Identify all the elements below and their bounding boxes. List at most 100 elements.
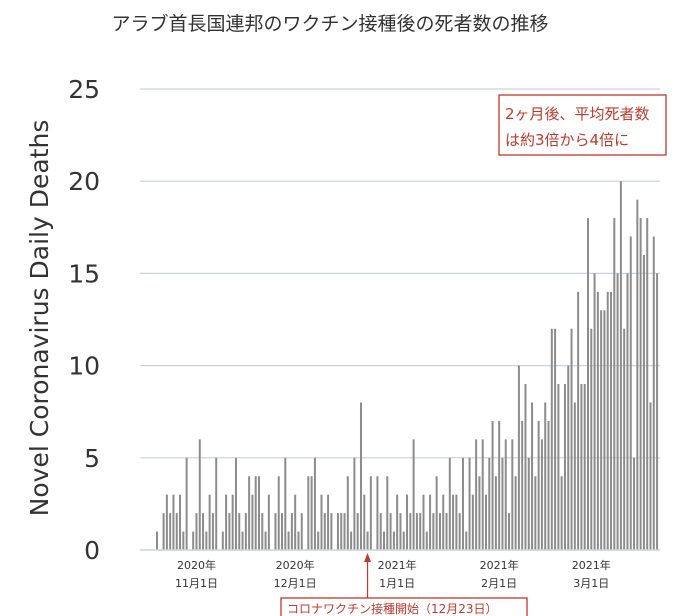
bar bbox=[202, 513, 205, 550]
bar bbox=[350, 531, 353, 550]
bar bbox=[185, 457, 188, 550]
bar bbox=[560, 476, 563, 550]
bar bbox=[215, 457, 218, 550]
gridlines bbox=[140, 88, 660, 459]
bar bbox=[399, 513, 402, 550]
bar bbox=[169, 513, 172, 550]
bar bbox=[409, 513, 412, 550]
x-tick-labels: 2020年11月1日2020年12月1日2021年1月1日2021年2月1日20… bbox=[175, 558, 611, 590]
bar bbox=[544, 402, 547, 550]
bar bbox=[172, 494, 175, 550]
bar bbox=[300, 513, 303, 550]
bar bbox=[531, 402, 534, 550]
bar bbox=[281, 513, 284, 550]
bar bbox=[330, 513, 333, 550]
bar bbox=[317, 531, 320, 550]
bar bbox=[406, 494, 409, 550]
bar bbox=[590, 328, 593, 550]
bar bbox=[606, 291, 609, 550]
bar bbox=[376, 476, 379, 550]
bar bbox=[461, 457, 464, 550]
bar bbox=[336, 513, 339, 550]
y-tick-label: 0 bbox=[84, 536, 100, 565]
x-tick-label: 2020年 11月1日 bbox=[175, 558, 218, 590]
bar bbox=[458, 513, 461, 550]
bar bbox=[613, 218, 616, 550]
bar bbox=[491, 420, 494, 550]
svg-text:2021年: 2021年 bbox=[378, 558, 417, 572]
bar bbox=[307, 476, 310, 550]
bar bbox=[501, 457, 504, 550]
svg-text:2020年: 2020年 bbox=[276, 558, 315, 572]
bar bbox=[652, 236, 655, 550]
bar bbox=[257, 476, 260, 550]
bar bbox=[603, 310, 606, 550]
bar bbox=[616, 273, 619, 550]
annotation-box-effect-frame bbox=[498, 94, 667, 156]
bar bbox=[162, 513, 165, 550]
bar bbox=[192, 531, 195, 550]
y-tick-label: 15 bbox=[68, 259, 100, 288]
bar bbox=[195, 513, 198, 550]
svg-text:3月1日: 3月1日 bbox=[573, 577, 609, 590]
bar bbox=[629, 236, 632, 550]
bar bbox=[563, 384, 566, 550]
bar bbox=[550, 328, 553, 550]
bar bbox=[290, 513, 293, 550]
bar bbox=[274, 513, 277, 550]
bars bbox=[156, 181, 659, 550]
bar bbox=[415, 513, 418, 550]
annotation-vaccine-start-text: コロナワクチン接種開始（12月23日） bbox=[287, 601, 498, 616]
bar bbox=[570, 328, 573, 550]
bar bbox=[238, 513, 241, 550]
x-tick-label: 2021年 2月1日 bbox=[480, 558, 519, 590]
bar bbox=[514, 476, 517, 550]
chart-title: アラブ首長国連邦のワクチン接種後の死者数の推移 bbox=[111, 12, 548, 35]
bar bbox=[586, 218, 589, 550]
bar bbox=[435, 476, 438, 550]
y-tick-label: 25 bbox=[68, 75, 100, 104]
svg-text:2021年: 2021年 bbox=[572, 558, 611, 572]
bar bbox=[642, 254, 645, 550]
bar bbox=[231, 494, 234, 550]
bar bbox=[313, 457, 316, 550]
svg-text:2月1日: 2月1日 bbox=[481, 577, 517, 590]
bar bbox=[517, 365, 520, 550]
bar bbox=[359, 402, 362, 550]
bar bbox=[353, 457, 356, 550]
bar bbox=[297, 531, 300, 550]
bar bbox=[422, 494, 425, 550]
bar bbox=[294, 494, 297, 550]
bar bbox=[383, 531, 386, 550]
bar bbox=[234, 457, 237, 550]
x-tick-label: 2021年 1月1日 bbox=[378, 558, 417, 590]
bar bbox=[284, 457, 287, 550]
bar bbox=[547, 420, 550, 550]
bar bbox=[577, 291, 580, 550]
annotation-arrow-head bbox=[364, 553, 372, 562]
bar bbox=[485, 494, 487, 550]
x-tick-label: 2020年 12月1日 bbox=[274, 558, 317, 590]
bar bbox=[208, 494, 211, 550]
bar bbox=[165, 494, 168, 550]
bar bbox=[583, 384, 586, 550]
bar bbox=[267, 494, 270, 550]
annotation-effect-line-2: は約3倍から4倍に bbox=[505, 131, 629, 149]
bar bbox=[537, 420, 540, 550]
bar bbox=[432, 513, 435, 550]
bar bbox=[442, 494, 445, 550]
bar bbox=[646, 218, 649, 550]
bar bbox=[396, 494, 399, 550]
bar bbox=[182, 531, 185, 550]
bar bbox=[524, 384, 527, 550]
bar bbox=[287, 531, 290, 550]
bar bbox=[626, 273, 629, 550]
bar bbox=[379, 513, 382, 550]
bar bbox=[448, 457, 451, 550]
bar bbox=[468, 457, 471, 550]
bar bbox=[389, 513, 392, 550]
bar bbox=[633, 457, 636, 550]
bar bbox=[554, 328, 557, 550]
bar bbox=[356, 513, 359, 550]
bar bbox=[228, 513, 231, 550]
